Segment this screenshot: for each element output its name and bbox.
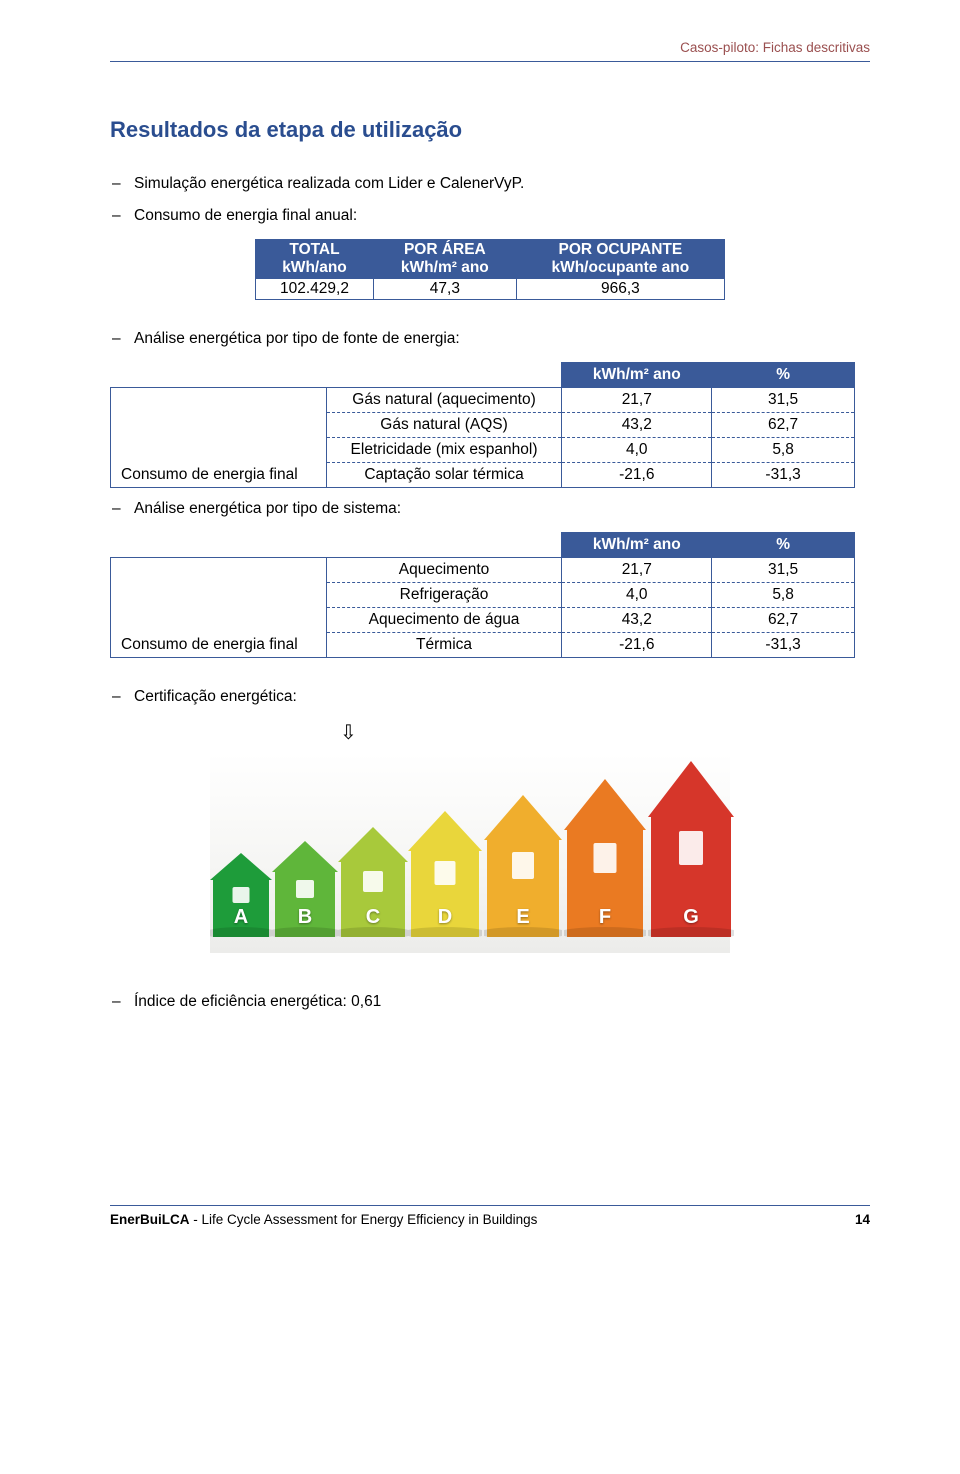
footer-page-number: 14 <box>855 1212 870 1227</box>
house-b: B <box>272 841 338 937</box>
th-sistema-unit: kWh/m² ano <box>562 533 712 558</box>
bullet-consumo-anual: Consumo de energia final anual: <box>134 207 870 225</box>
house-label: E <box>516 906 529 929</box>
house-a: A <box>210 853 272 937</box>
house-label: D <box>438 906 452 929</box>
house-label: B <box>298 906 312 929</box>
house-c: C <box>338 827 408 937</box>
page-header: Casos-piloto: Fichas descritivas <box>110 40 870 62</box>
bullet-analise-fonte: Análise energética por tipo de fonte de … <box>134 330 870 348</box>
th-fonte-unit: kWh/m² ano <box>562 363 712 388</box>
house-g: G <box>648 761 734 937</box>
table-row: Gás natural (aquecimento) 21,7 31,5 <box>111 388 855 413</box>
house-e: E <box>484 795 562 937</box>
house-label: A <box>234 906 248 929</box>
house-label: F <box>599 906 611 929</box>
table-row: Aquecimento 21,7 31,5 <box>111 558 855 583</box>
table-sistema: kWh/m² ano % Aquecimento 21,7 31,5 Refri… <box>110 532 855 658</box>
th-fonte-pct: % <box>712 363 855 388</box>
th-total: TOTAL kWh/ano <box>256 240 374 279</box>
th-por-ocupante: POR OCUPANTE kWh/ocupante ano <box>516 240 724 279</box>
bullet-simulation: Simulação energética realizada com Lider… <box>134 175 870 193</box>
row-label-fonte: Consumo de energia final <box>111 463 327 488</box>
table-totals-row: 102.429,2 47,3 966,3 <box>256 279 725 300</box>
arrow-down-icon: ⇩ <box>340 720 870 745</box>
house-label: G <box>683 906 699 929</box>
row-label-sistema: Consumo de energia final <box>111 633 327 658</box>
table-row: Consumo de energia final Térmica -21,6 -… <box>111 633 855 658</box>
footer-text: EnerBuiLCA - Life Cycle Assessment for E… <box>110 1212 537 1227</box>
section-title: Resultados da etapa de utilização <box>110 117 870 143</box>
page-footer: EnerBuiLCA - Life Cycle Assessment for E… <box>110 1205 870 1227</box>
bullet-analise-sistema: Análise energética por tipo de sistema: <box>134 500 870 518</box>
house-f: F <box>564 779 646 937</box>
header-text: Casos-piloto: Fichas descritivas <box>680 40 870 55</box>
table-totals: TOTAL kWh/ano POR ÁREA kWh/m² ano POR OC… <box>255 239 725 300</box>
house-label: C <box>366 906 380 929</box>
bullet-indice: Índice de eficiência energética: 0,61 <box>134 993 870 1011</box>
bullet-certificacao: Certificação energética: <box>134 688 870 706</box>
table-fonte: kWh/m² ano % Gás natural (aquecimento) 2… <box>110 362 855 488</box>
energy-rating-graphic: A B C D E F G <box>210 753 730 953</box>
house-d: D <box>408 811 482 937</box>
th-sistema-pct: % <box>712 533 855 558</box>
table-row: Consumo de energia final Captação solar … <box>111 463 855 488</box>
th-por-area: POR ÁREA kWh/m² ano <box>373 240 516 279</box>
